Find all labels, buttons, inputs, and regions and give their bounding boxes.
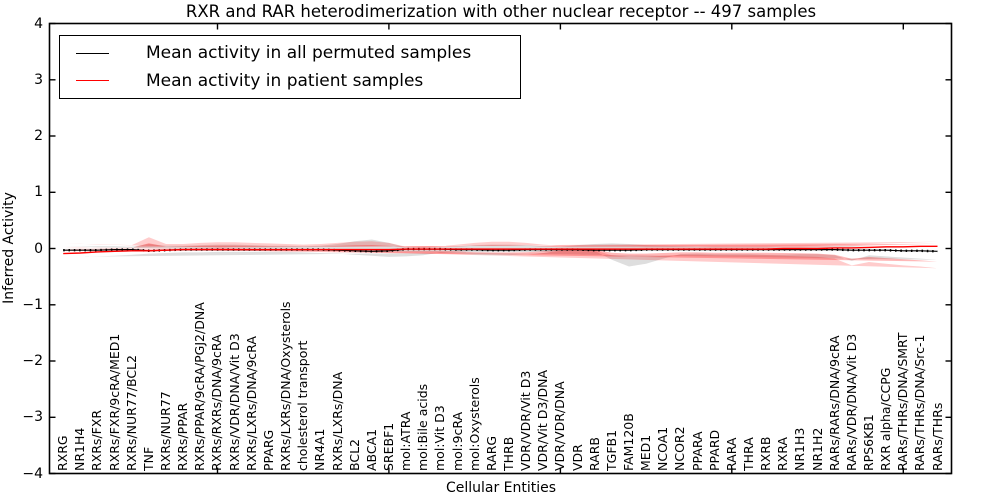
patient-band-outer (63, 237, 938, 269)
x-category-label: TNF (140, 446, 156, 471)
x-category-label: PPARD (706, 429, 722, 471)
y-tick-label: −2 (22, 353, 43, 369)
x-category-label: NR1H3 (792, 427, 808, 471)
x-category-label: RARs/RARs/DNA/9cRA (826, 335, 842, 471)
x-category-label: mol:Oxysterols (466, 377, 482, 471)
x-category-label: RPS6KB1 (860, 414, 876, 471)
x-category-label: RXRs/RXRs/DNA/9cRA (209, 334, 225, 471)
legend-item-permuted: Mean activity in all permuted samples (60, 43, 520, 63)
x-category-label: THRA (740, 437, 756, 471)
x-category-label: RXRs/PPAR (175, 402, 191, 471)
y-tick-label: 1 (34, 184, 43, 201)
x-category-label: MED1 (638, 434, 654, 471)
legend: Mean activity in all permuted samples Me… (59, 35, 521, 99)
y-tick-label: 4 (34, 15, 43, 32)
permuted-band (63, 239, 938, 267)
patient-band-inner (63, 243, 938, 262)
x-category-label: RARs/VDR/DNA/Vit D3 (843, 333, 859, 471)
x-category-label: PPARG (260, 429, 276, 471)
x-category-label: RXRA (775, 437, 791, 471)
x-category-label: RXRs/LXRs/DNA/Oxysterols (278, 301, 294, 471)
x-category-label: VDR/VDR/Vit D3 (518, 370, 534, 471)
y-tick-label: −3 (22, 409, 43, 426)
legend-label-patient: Mean activity in patient samples (146, 70, 424, 91)
x-category-label: THRB (500, 436, 516, 471)
x-category-label: mol:9cRA (449, 411, 465, 471)
x-category-label: RARs/THRs (929, 402, 945, 471)
legend-line-patient-icon (76, 80, 109, 82)
x-category-label: cholesterol transport (295, 340, 311, 471)
x-category-label: RXRs/LXRs/DNA (329, 371, 345, 471)
x-category-label: RXRs/FXR (89, 409, 105, 471)
y-tick-label: −4 (22, 465, 43, 482)
chart-title: RXR and RAR heterodimerization with othe… (185, 2, 817, 21)
legend-label-permuted: Mean activity in all permuted samples (146, 43, 472, 64)
x-category-label: BCL2 (346, 438, 362, 471)
y-tick-label: 3 (34, 71, 43, 88)
patient-mean-line (63, 245, 938, 255)
x-category-label: RARA (723, 437, 739, 471)
x-category-label: RXRs/PPAR/9cRA/PGJ2/DNA (192, 302, 208, 471)
x-category-label: VDR (569, 444, 585, 471)
x-category-label: RARs/THRs/DNA/Src-1 (912, 334, 928, 471)
x-category-label: PPARA (689, 431, 705, 471)
x-category-label: NR1H2 (809, 427, 825, 471)
x-category-label: mol:Vit D3 (432, 405, 448, 471)
x-category-label: VDR/VDR/DNA (552, 381, 568, 471)
x-category-label: NR1H4 (72, 427, 88, 471)
x-category-label: RXRB (758, 436, 774, 471)
x-category-label: NCOR2 (672, 426, 688, 471)
x-category-label: SREBF1 (380, 422, 396, 471)
x-category-label: ABCA1 (363, 428, 379, 471)
x-category-label: RXRs/NUR77/BCL2 (123, 355, 139, 471)
x-category-label: TGFB1 (603, 429, 619, 471)
x-category-label: RARG (483, 435, 499, 471)
x-category-label: FAM120B (620, 413, 636, 471)
x-category-label: RARs/THRs/DNA/SMRT (895, 332, 911, 471)
x-category-label: NR4A1 (312, 428, 328, 472)
x-category-label: mol:Bile acids (415, 383, 431, 471)
y-tick-label: 2 (34, 128, 43, 144)
legend-line-permuted-icon (76, 52, 109, 54)
x-category-label: RXRs/FXR/9cRA/MED1 (106, 333, 122, 471)
x-category-label: RXRG (55, 435, 71, 471)
x-category-label: NCOA1 (655, 426, 671, 471)
x-category-label: RXRs/VDR/DNA/Vit D3 (226, 333, 242, 471)
x-category-label: VDR/Vit D3/DNA (535, 369, 551, 471)
x-category-label: RXRs/LXRs/DNA/9cRA (243, 336, 259, 471)
x-category-label: RARB (586, 437, 602, 471)
y-tick-label: −1 (22, 296, 43, 313)
x-category-label: mol:ATRA (398, 411, 414, 471)
legend-item-patient: Mean activity in patient samples (60, 71, 520, 91)
x-category-label: RXRs/NUR77 (158, 391, 174, 471)
y-tick-label: 0 (34, 240, 43, 257)
x-category-label: RXR alpha/CCPG (878, 367, 894, 471)
x-axis-label: Cellular Entities (445, 480, 557, 496)
